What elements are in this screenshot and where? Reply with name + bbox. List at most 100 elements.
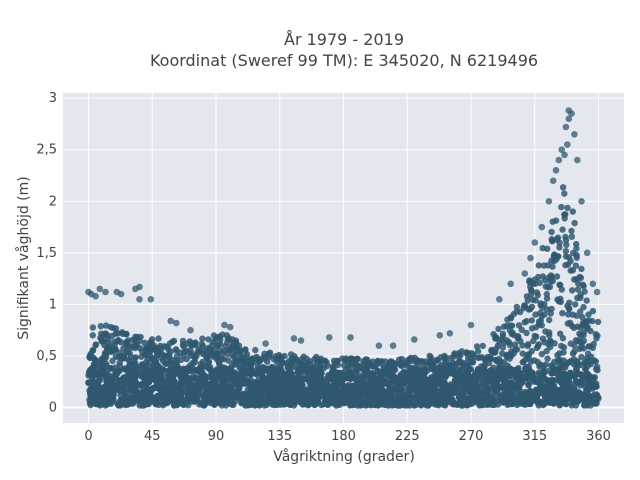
y-tick-label: 2 [49,194,57,209]
data-point [374,367,382,375]
data-point [446,369,454,377]
data-point [500,359,508,366]
data-point [97,323,105,330]
data-point [193,375,201,383]
data-point [209,353,217,360]
outlier-point [326,334,333,341]
x-tick-label: 90 [208,429,225,444]
y-tick-label: 0,5 [36,349,57,364]
data-point [413,378,421,386]
data-point [548,228,555,236]
data-point [515,395,522,403]
data-point [173,353,181,360]
data-point [218,374,225,382]
outlier-point [147,296,155,303]
data-point [157,391,165,398]
data-point [546,381,553,389]
data-point [547,337,554,344]
data-point [205,359,212,366]
outlier-point [578,198,585,205]
data-point [102,353,110,361]
data-point [253,353,260,361]
data-point [451,377,459,385]
data-point [573,378,580,386]
data-point [243,350,251,358]
data-point [188,389,196,396]
data-point [441,352,448,360]
data-point [164,391,172,398]
data-point [592,383,600,390]
data-point [147,395,155,403]
data-point [174,388,182,396]
data-point [577,361,584,369]
data-point [203,393,210,401]
data-point [167,379,175,387]
data-point [528,317,536,324]
y-tick-labels: 0 0,5 1 1,5 2 2,5 3 [36,91,57,415]
data-point [87,385,95,392]
outlier-point [589,280,597,288]
data-point [488,347,495,354]
data-point [468,350,475,357]
data-point [489,369,497,377]
data-point [332,378,340,385]
data-point [151,358,158,365]
data-point [210,332,218,339]
data-point [574,286,582,293]
outlier-point [375,342,383,350]
data-point [151,371,159,378]
data-point [482,399,490,406]
data-point [559,226,566,233]
outlier-point [102,288,109,296]
data-point [397,361,404,369]
data-point [519,342,526,349]
data-point [287,351,295,358]
data-point [578,353,585,361]
data-point [430,395,438,403]
data-point [130,361,137,368]
data-point [534,358,541,366]
data-point [560,349,567,356]
data-point [594,332,601,339]
data-point [224,339,231,346]
outlier-point [496,296,503,303]
data-point [534,342,542,350]
data-point [281,370,288,378]
data-point [232,389,240,397]
data-point [449,389,457,397]
data-point [120,354,128,361]
outlier-point [436,332,444,339]
data-point [577,371,585,378]
data-point [158,345,165,352]
data-point [501,395,509,403]
data-point [578,265,585,273]
outlier-point [187,326,194,334]
data-point [216,360,223,367]
data-point [200,349,207,356]
data-point [532,297,539,304]
data-point [589,307,597,315]
data-point [489,396,497,404]
data-point [576,273,583,281]
data-point [108,394,116,402]
data-point [157,354,165,361]
data-point [533,289,541,296]
data-point [103,347,111,355]
data-point [192,382,200,390]
data-point [581,397,589,405]
data-point [240,397,248,405]
data-point [300,353,307,360]
data-point [151,365,158,373]
data-point [547,343,554,351]
data-point [463,349,470,356]
outlier-point [297,337,305,344]
data-point [563,374,571,381]
data-point [543,306,551,313]
data-point [383,379,391,386]
data-point [370,376,378,384]
data-point [122,393,130,401]
outlier-point [558,146,565,153]
data-point [220,356,228,363]
x-tick-label: 135 [267,429,292,444]
data-point [519,374,526,381]
